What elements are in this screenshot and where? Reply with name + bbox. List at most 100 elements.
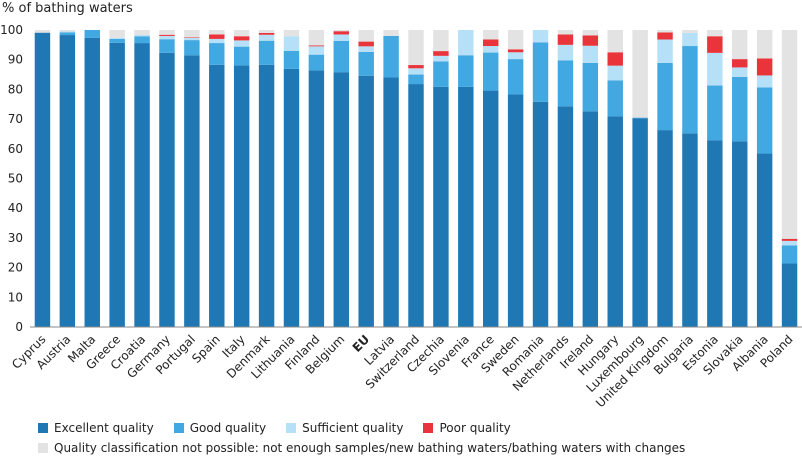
bar-sufficient-austria [59, 31, 76, 33]
legend-item-good: Good quality [173, 421, 267, 435]
bar-good-latvia [383, 35, 399, 78]
bar-sufficient-estonia [707, 52, 723, 86]
bar-sufficient-germany [159, 35, 175, 40]
bar-not-classified-finland [308, 30, 325, 46]
bar-good-ireland [582, 62, 599, 112]
bar-not-classified-hungary [607, 30, 623, 53]
bar-sufficient-italy [233, 40, 250, 47]
bar-sufficient-united-kingdom [657, 39, 673, 63]
bar-sufficient-albania [756, 75, 773, 88]
bar-sufficient-belgium [333, 34, 350, 41]
bar-poor-denmark [258, 32, 275, 35]
bar-not-classified-united-kingdom [657, 30, 673, 33]
bar-not-classified-luxembourg [632, 30, 648, 118]
bar-excellent-bulgaria [682, 133, 698, 327]
bar-good-romania [532, 42, 549, 102]
bar-excellent-ireland [582, 111, 599, 328]
bar-sufficient-eu [358, 46, 374, 52]
bar-excellent-romania [532, 101, 549, 328]
bar-sufficient-croatia [134, 35, 150, 37]
bar-not-classified-italy [233, 30, 250, 37]
bar-not-classified-belgium [333, 30, 350, 32]
bar-excellent-germany [159, 52, 175, 328]
bar-poor-germany [159, 34, 175, 36]
bar-not-classified-spain [209, 30, 225, 35]
y-tick-label: 20 [8, 261, 23, 275]
bar-not-classified-france [482, 30, 499, 40]
bar-good-sweden [507, 59, 524, 95]
legend-item-sufficient: Sufficient quality [286, 421, 403, 435]
legend-label-good: Good quality [189, 421, 267, 435]
bar-excellent-poland [781, 263, 798, 327]
bar-good-greece [109, 38, 125, 43]
bar-not-classified-austria [59, 30, 76, 32]
bar-not-classified-bulgaria [682, 30, 698, 33]
y-tick-label: 60 [8, 142, 23, 156]
bar-excellent-latvia [383, 77, 399, 328]
bar-not-classified-greece [109, 30, 125, 38]
bar-sufficient-netherlands [557, 44, 574, 61]
bar-poor-sweden [507, 49, 524, 53]
bar-good-switzerland [408, 74, 424, 85]
bar-good-spain [209, 43, 225, 65]
bar-good-finland [308, 54, 325, 71]
bar-excellent-luxembourg [632, 118, 648, 327]
legend-label-not-classified: Quality classification not possible: not… [54, 441, 686, 455]
stacked-bar-chart: % of bathing waters 0 10 20 30 40 50 60 70 80 90 1… [0, 1, 802, 410]
legend-item-poor: Poor quality [423, 421, 511, 435]
bar-good-hungary [607, 80, 623, 117]
y-tick-label: 40 [8, 201, 23, 215]
bar-excellent-denmark [258, 64, 275, 328]
bar-not-classified-netherlands [557, 30, 574, 35]
y-tick-label: 100 [0, 23, 23, 37]
bar-sufficient-bulgaria [682, 32, 698, 47]
bar-good-netherlands [557, 60, 574, 107]
bar-good-portugal [184, 40, 200, 56]
bar-excellent-portugal [184, 55, 200, 328]
bar-poor-netherlands [557, 34, 574, 45]
bar-good-france [482, 52, 499, 91]
legend-swatch-poor [423, 423, 434, 433]
legend-swatch-good [173, 423, 184, 433]
y-tick-label: 80 [8, 82, 23, 96]
bar-excellent-spain [209, 64, 225, 328]
bar-poor-ireland [582, 35, 599, 46]
bar-sufficient-finland [308, 46, 325, 55]
bar-not-classified-ireland [582, 30, 599, 36]
y-tick-label: 70 [8, 112, 23, 126]
bar-good-germany [159, 39, 175, 53]
bar-good-slovenia [458, 55, 474, 87]
bar-excellent-united-kingdom [657, 130, 673, 327]
y-axis-ticks: 0 10 20 30 40 50 60 70 80 90 100 [0, 23, 23, 334]
bar-not-classified-sweden [507, 30, 524, 50]
bar-sufficient-hungary [607, 65, 623, 81]
bar-good-united-kingdom [657, 62, 673, 131]
bar-poor-france [482, 39, 499, 47]
bar-poor-hungary [607, 52, 623, 66]
bar-not-classified-czechia [433, 30, 449, 52]
legend-swatch-excellent [38, 423, 48, 433]
y-tick-label: 30 [8, 231, 23, 245]
bar-good-malta [84, 30, 100, 38]
bar-not-classified-cyprus [34, 30, 51, 33]
bar-excellent-malta [84, 37, 100, 328]
bar-not-classified-slovakia [732, 30, 748, 60]
legend: Excellent quality Good quality Sufficien… [38, 418, 798, 458]
bar-good-eu [358, 51, 374, 76]
legend-label-sufficient: Sufficient quality [302, 421, 404, 435]
bar-poor-belgium [333, 31, 350, 35]
bar-sufficient-spain [209, 38, 225, 44]
y-axis-title: % of bathing waters [2, 1, 133, 16]
bar-sufficient-slovakia [732, 67, 748, 77]
bar-excellent-finland [308, 70, 325, 327]
bar-sufficient-denmark [258, 34, 275, 41]
bar-poor-poland [781, 238, 798, 241]
bar-poor-switzerland [408, 65, 424, 69]
bar-sufficient-greece [109, 37, 125, 39]
bar-poor-czechia [433, 51, 449, 56]
legend-item-not-classified: Quality classification not possible: not… [38, 441, 685, 455]
bar-excellent-albania [756, 153, 773, 327]
bar-good-albania [756, 87, 773, 154]
bar-excellent-czechia [433, 86, 449, 328]
